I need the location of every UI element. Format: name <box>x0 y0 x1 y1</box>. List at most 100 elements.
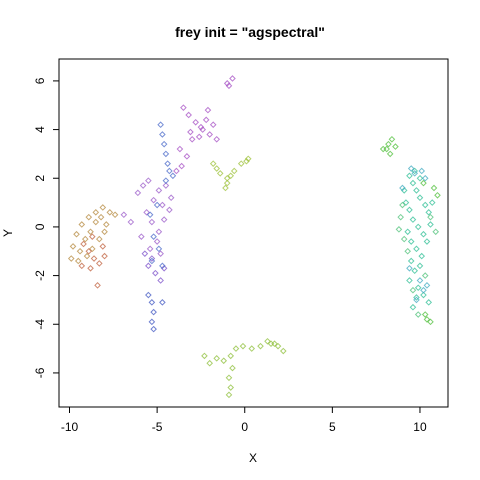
data-point <box>201 352 208 360</box>
y-tick: 4 <box>33 126 59 133</box>
data-point <box>409 303 417 311</box>
data-point <box>85 247 93 255</box>
data-point <box>416 174 424 182</box>
data-point <box>206 131 214 138</box>
data-point <box>209 160 217 167</box>
data-point <box>414 284 422 292</box>
data-point <box>400 235 408 243</box>
data-point <box>101 252 108 260</box>
data-point <box>95 235 103 243</box>
y-tick: -4 <box>33 319 59 330</box>
data-point <box>148 218 156 226</box>
data-point <box>225 374 233 382</box>
data-point <box>94 282 101 289</box>
y-tick-label: -2 <box>33 270 47 281</box>
data-point <box>229 75 236 82</box>
data-point <box>88 233 96 240</box>
data-point <box>148 318 156 326</box>
x-axis: -10 -5 0 5 10 <box>61 406 427 434</box>
x-tick-label: 5 <box>329 420 336 434</box>
data-point <box>400 187 408 194</box>
data-point <box>78 262 86 270</box>
data-point <box>78 221 86 228</box>
data-point <box>92 218 100 226</box>
data-point <box>229 364 236 372</box>
data-point <box>274 342 282 350</box>
data-point <box>202 116 210 124</box>
data-point <box>421 311 429 318</box>
data-point <box>397 213 404 221</box>
data-point <box>411 167 419 175</box>
data-point <box>383 145 390 153</box>
data-point <box>395 226 403 233</box>
data-point <box>232 345 240 352</box>
data-point <box>145 177 152 184</box>
x-tick: 10 <box>413 407 427 434</box>
data-point <box>225 391 233 399</box>
data-point <box>157 250 164 257</box>
data-point <box>407 257 415 265</box>
y-tick-label: -6 <box>33 367 47 378</box>
data-point <box>206 359 214 367</box>
y-tick: -6 <box>33 367 59 378</box>
data-point <box>103 221 110 228</box>
data-point <box>279 347 287 355</box>
data-point <box>386 150 394 158</box>
data-point <box>425 299 433 306</box>
data-point <box>399 184 406 192</box>
data-point <box>213 136 221 143</box>
data-point <box>152 269 159 277</box>
data-point <box>379 145 387 153</box>
data-point <box>257 342 264 350</box>
data-point <box>225 82 233 90</box>
data-point <box>99 243 107 250</box>
data-point <box>407 238 415 245</box>
data-point <box>187 128 194 136</box>
data-point <box>423 282 431 289</box>
data-point <box>97 213 105 221</box>
data-point <box>230 167 238 175</box>
data-point <box>148 299 156 306</box>
data-point <box>139 182 147 189</box>
data-point <box>73 230 80 238</box>
data-point <box>99 204 107 211</box>
data-point <box>157 121 164 129</box>
data-point <box>427 318 434 326</box>
x-tick: 5 <box>329 407 336 434</box>
x-tick-label: 0 <box>241 420 248 434</box>
data-point <box>413 294 420 301</box>
data-point <box>95 260 103 267</box>
data-point <box>406 277 413 284</box>
data-point <box>407 165 415 172</box>
data-point <box>425 209 433 216</box>
data-point <box>150 196 157 204</box>
data-point <box>416 277 424 284</box>
data-point <box>76 247 84 255</box>
data-point <box>432 228 440 236</box>
x-tick-label: -5 <box>152 420 163 434</box>
data-point <box>399 201 406 209</box>
data-point <box>143 209 150 216</box>
y-tick-label: 6 <box>33 77 47 84</box>
data-point <box>427 213 434 221</box>
data-point <box>106 209 114 216</box>
data-point <box>159 262 166 270</box>
data-point <box>145 291 152 299</box>
data-point <box>223 179 231 187</box>
data-point <box>213 165 221 172</box>
data-point <box>213 355 221 362</box>
data-point <box>69 243 77 250</box>
data-point <box>406 264 413 272</box>
data-point <box>83 252 91 260</box>
data-point <box>87 264 94 272</box>
data-point <box>167 194 175 202</box>
data-point <box>159 201 166 209</box>
data-point <box>145 262 152 270</box>
data-point <box>111 211 119 219</box>
data-point <box>416 194 424 202</box>
data-point <box>406 172 413 180</box>
data-point <box>420 230 427 238</box>
data-point <box>141 250 149 257</box>
data-points <box>67 75 441 399</box>
